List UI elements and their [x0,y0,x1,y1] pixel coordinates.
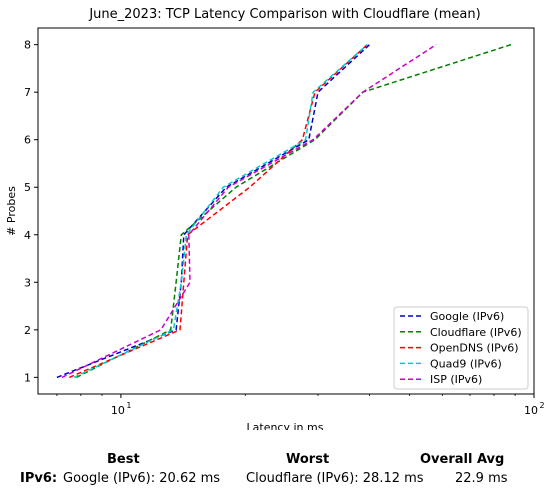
ipv6-row-label: IPv6: [20,471,58,486]
y-tick-label-0: 1 [24,371,31,384]
y-tick-label-6: 7 [24,86,31,99]
legend: Google (IPv6) Cloudflare (IPv6) OpenDNS (I… [393,306,529,390]
x-tick-label-0: 10 [111,404,125,417]
series-line-2 [69,44,368,379]
y-tick-label-1: 2 [24,324,31,337]
y-tick-label-2: 3 [24,276,31,289]
best-header: Best [107,452,140,467]
worst-value: Cloudflare (IPv6): 28.12 ms [246,471,424,486]
series-line-0 [56,44,371,379]
worst-header: Worst [286,452,330,467]
legend-label-2: OpenDNS (IPv6) [430,342,519,355]
latency-chart: June_2023: TCP Latency Comparison with C… [5,7,545,430]
x-tick-label-1: 10 [524,404,538,417]
series-line-1 [75,43,512,379]
series-line-4 [61,43,437,379]
plot-frame [37,27,535,395]
series-line-3 [73,44,368,379]
best-value: Google (IPv6): 20.62 ms [63,471,221,486]
y-tick-label-7: 8 [24,39,31,52]
x-tick-exponent-1: 2 [539,401,544,410]
overall-avg-header: Overall Avg [420,452,505,467]
y-tick-label-3: 4 [24,229,31,242]
y-tick-label-4: 5 [24,181,31,194]
series-layer [56,43,512,379]
legend-label-1: Cloudflare (IPv6) [430,326,522,339]
x-axis-label: Latency in ms [247,421,324,430]
y-tick-label-5: 6 [24,134,31,147]
legend-label-3: Quad9 (IPv6) [430,357,502,370]
y-axis-label: # Probes [5,186,18,236]
chart-title: June_2023: TCP Latency Comparison with C… [88,7,480,22]
x-tick-exponent-0: 1 [126,401,131,410]
overall-avg-value: 22.9 ms [455,471,508,486]
legend-box [393,306,529,390]
legend-label-0: Google (IPv6) [430,310,504,323]
legend-label-4: ISP (IPv6) [430,373,482,386]
